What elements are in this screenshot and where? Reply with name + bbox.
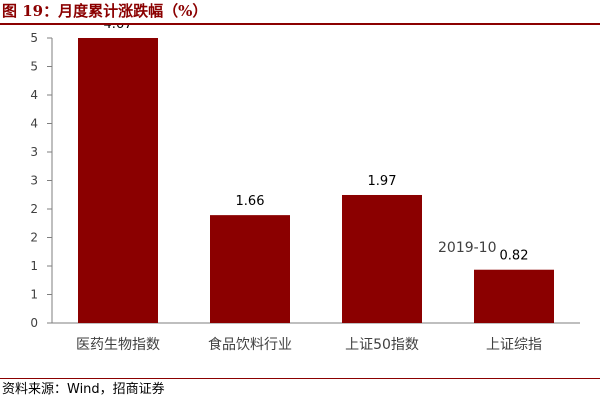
y-tick-label: 4: [30, 88, 38, 102]
figure-title: 图 19：月度累计涨跌幅（%）: [2, 2, 208, 20]
category-label: 上证50指数: [345, 337, 419, 353]
bar-chart: 0 1 1 2 2 3 3 4 4 5 5 4.67 1.66 1.97 0.82 医药生物指数 食品饮料行…: [30, 25, 580, 353]
source-divider: [0, 378, 600, 379]
category-label: 上证综指: [486, 337, 542, 353]
y-tick-label: 4: [30, 117, 38, 131]
bar: [342, 194, 422, 323]
bars-group: [78, 38, 554, 323]
y-tick-label: 3: [30, 145, 38, 159]
y-tick-label: 1: [30, 259, 38, 273]
y-tick-label: 0: [30, 316, 38, 330]
category-labels-group: 医药生物指数 食品饮料行业 上证50指数 上证综指: [76, 336, 542, 353]
bar-value-label: 1.97: [368, 174, 397, 189]
bar: [210, 215, 290, 323]
period-annotation: 2019-10: [438, 240, 497, 256]
category-label: 医药生物指数: [76, 337, 160, 353]
title-divider: [0, 23, 600, 25]
y-tick-label: 5: [30, 60, 38, 74]
y-axis-ticks: 0 1 1 2 2 3 3 4 4 5 5: [30, 31, 52, 330]
bar-value-label: 0.82: [500, 249, 529, 264]
y-tick-label: 3: [30, 174, 38, 188]
figure-source: 资料来源：Wind，招商证券: [2, 382, 165, 397]
y-tick-label: 2: [30, 202, 38, 216]
bar: [474, 269, 554, 323]
y-tick-label: 5: [30, 31, 38, 45]
value-labels-group: 4.67 1.66 1.97 0.82: [104, 25, 529, 264]
bar: [78, 38, 158, 323]
bar-value-label: 4.67: [104, 25, 133, 32]
bar-value-label: 1.66: [236, 194, 265, 209]
category-label: 食品饮料行业: [208, 336, 292, 353]
y-tick-label: 1: [30, 288, 38, 302]
y-tick-label: 2: [30, 231, 38, 245]
